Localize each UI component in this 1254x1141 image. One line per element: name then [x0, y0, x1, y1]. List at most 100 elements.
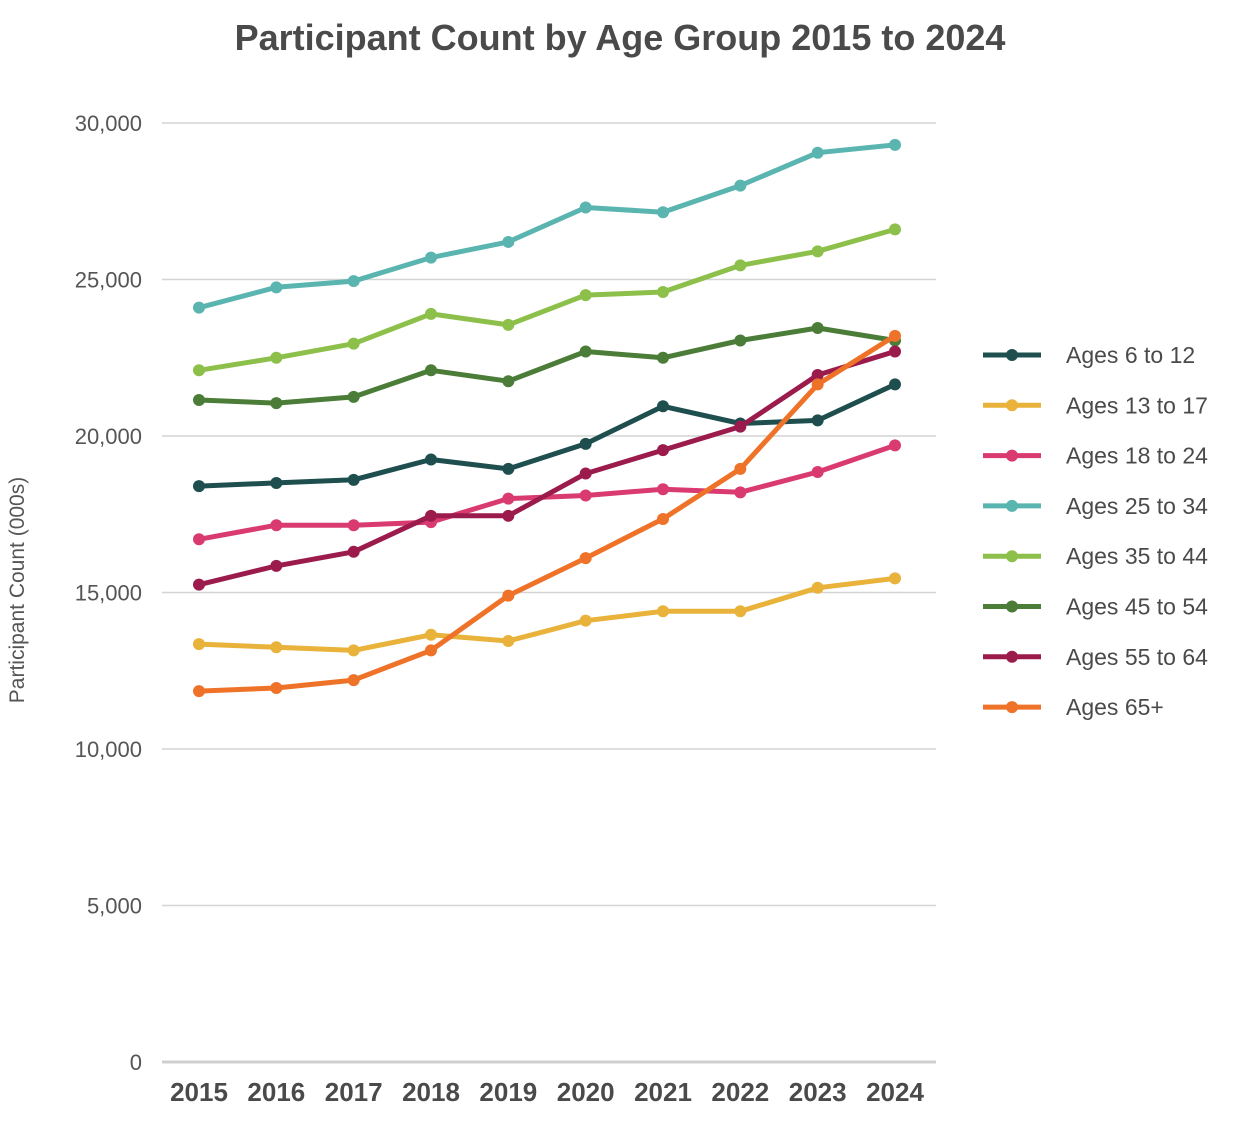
x-tick-label: 2018 — [402, 1077, 460, 1107]
data-point — [811, 146, 824, 159]
data-point — [657, 351, 669, 364]
data-point — [193, 685, 205, 698]
data-point — [657, 483, 669, 496]
data-point — [811, 581, 824, 594]
data-point — [811, 378, 824, 391]
data-point — [657, 286, 669, 299]
data-point — [502, 509, 515, 522]
legend-label: Ages 65+ — [1066, 694, 1164, 720]
legend-label: Ages 35 to 44 — [1066, 543, 1208, 569]
data-point — [502, 492, 515, 505]
legend-item: Ages 65+ — [983, 694, 1164, 720]
data-point — [889, 223, 901, 236]
data-point — [425, 251, 437, 264]
legend-label: Ages 13 to 17 — [1066, 392, 1208, 418]
data-point — [579, 345, 592, 358]
data-point — [193, 394, 205, 407]
data-point — [347, 473, 360, 486]
series-line — [196, 226, 898, 373]
data-point — [270, 559, 283, 572]
x-tick-label: 2016 — [247, 1077, 305, 1107]
legend-item: Ages 35 to 44 — [983, 543, 1208, 569]
data-point — [579, 614, 592, 627]
data-point — [889, 572, 901, 585]
y-tick-label: 25,000 — [75, 268, 142, 293]
data-point — [502, 375, 515, 388]
data-point — [579, 552, 592, 565]
data-point — [657, 444, 669, 457]
data-point — [193, 364, 205, 377]
data-point — [270, 519, 283, 532]
data-point — [425, 364, 437, 377]
data-point — [502, 235, 515, 248]
chart-title: Participant Count by Age Group 2015 to 2… — [235, 17, 1006, 58]
data-point — [347, 644, 360, 657]
x-tick-label: 2017 — [325, 1077, 383, 1107]
data-point — [734, 462, 747, 475]
y-tick-label: 15,000 — [75, 581, 142, 606]
series-line — [196, 142, 898, 311]
x-tick-label: 2021 — [634, 1077, 692, 1107]
y-axis-label: Participant Count (000s) — [6, 477, 29, 703]
data-point — [347, 545, 360, 558]
data-point — [579, 289, 592, 302]
data-point — [579, 437, 592, 450]
data-point — [193, 578, 205, 591]
data-point — [270, 681, 283, 694]
data-point — [734, 605, 747, 618]
data-point — [502, 635, 515, 648]
y-tick-label: 30,000 — [75, 111, 142, 136]
data-point — [425, 628, 437, 641]
data-point — [657, 206, 669, 219]
data-point — [270, 476, 283, 489]
data-point — [811, 414, 824, 427]
legend-swatch-marker — [1006, 499, 1018, 512]
data-point — [889, 378, 901, 391]
data-point — [193, 480, 205, 493]
legend-swatch-marker — [1006, 650, 1018, 663]
series-line — [196, 575, 898, 653]
legend-item: Ages 25 to 34 — [983, 493, 1208, 519]
legend-item: Ages 45 to 54 — [983, 594, 1208, 620]
series-ages-35-to-44 — [193, 223, 901, 377]
data-point — [502, 462, 515, 475]
legend-swatch-marker — [1006, 550, 1018, 563]
data-point — [347, 337, 360, 350]
data-point — [734, 486, 747, 499]
x-tick-label: 2019 — [479, 1077, 537, 1107]
legend-item: Ages 13 to 17 — [983, 392, 1208, 418]
data-point — [889, 345, 901, 358]
x-tick-label: 2024 — [866, 1077, 924, 1107]
data-point — [811, 465, 824, 478]
x-tick-label: 2015 — [170, 1077, 228, 1107]
data-point — [502, 318, 515, 331]
data-point — [270, 281, 283, 294]
data-point — [734, 334, 747, 347]
series-ages-45-to-54 — [193, 322, 901, 410]
data-point — [889, 329, 901, 342]
data-point — [425, 509, 437, 522]
series-line — [196, 381, 898, 489]
gridlines — [162, 122, 936, 1064]
series-ages-6-to-12 — [193, 378, 901, 493]
series-line — [196, 325, 898, 406]
data-point — [193, 533, 205, 546]
data-point — [270, 641, 283, 654]
legend-label: Ages 55 to 64 — [1066, 644, 1208, 670]
legend-label: Ages 18 to 24 — [1066, 443, 1208, 469]
data-point — [579, 489, 592, 502]
data-point — [889, 138, 901, 151]
legend-swatch-marker — [1006, 701, 1018, 714]
data-point — [889, 439, 901, 452]
legend-swatch-marker — [1006, 349, 1018, 361]
data-point — [347, 275, 360, 288]
legend-label: Ages 45 to 54 — [1066, 594, 1208, 620]
series-line — [196, 349, 898, 588]
legend-swatch-marker — [1006, 600, 1018, 613]
legend-swatch-marker — [1006, 399, 1018, 412]
data-point — [811, 245, 824, 258]
y-axis-ticks: 0 5,000 10,000 15,000 20,000 25,000 30,000 — [75, 111, 142, 1075]
x-tick-label: 2023 — [789, 1077, 847, 1107]
